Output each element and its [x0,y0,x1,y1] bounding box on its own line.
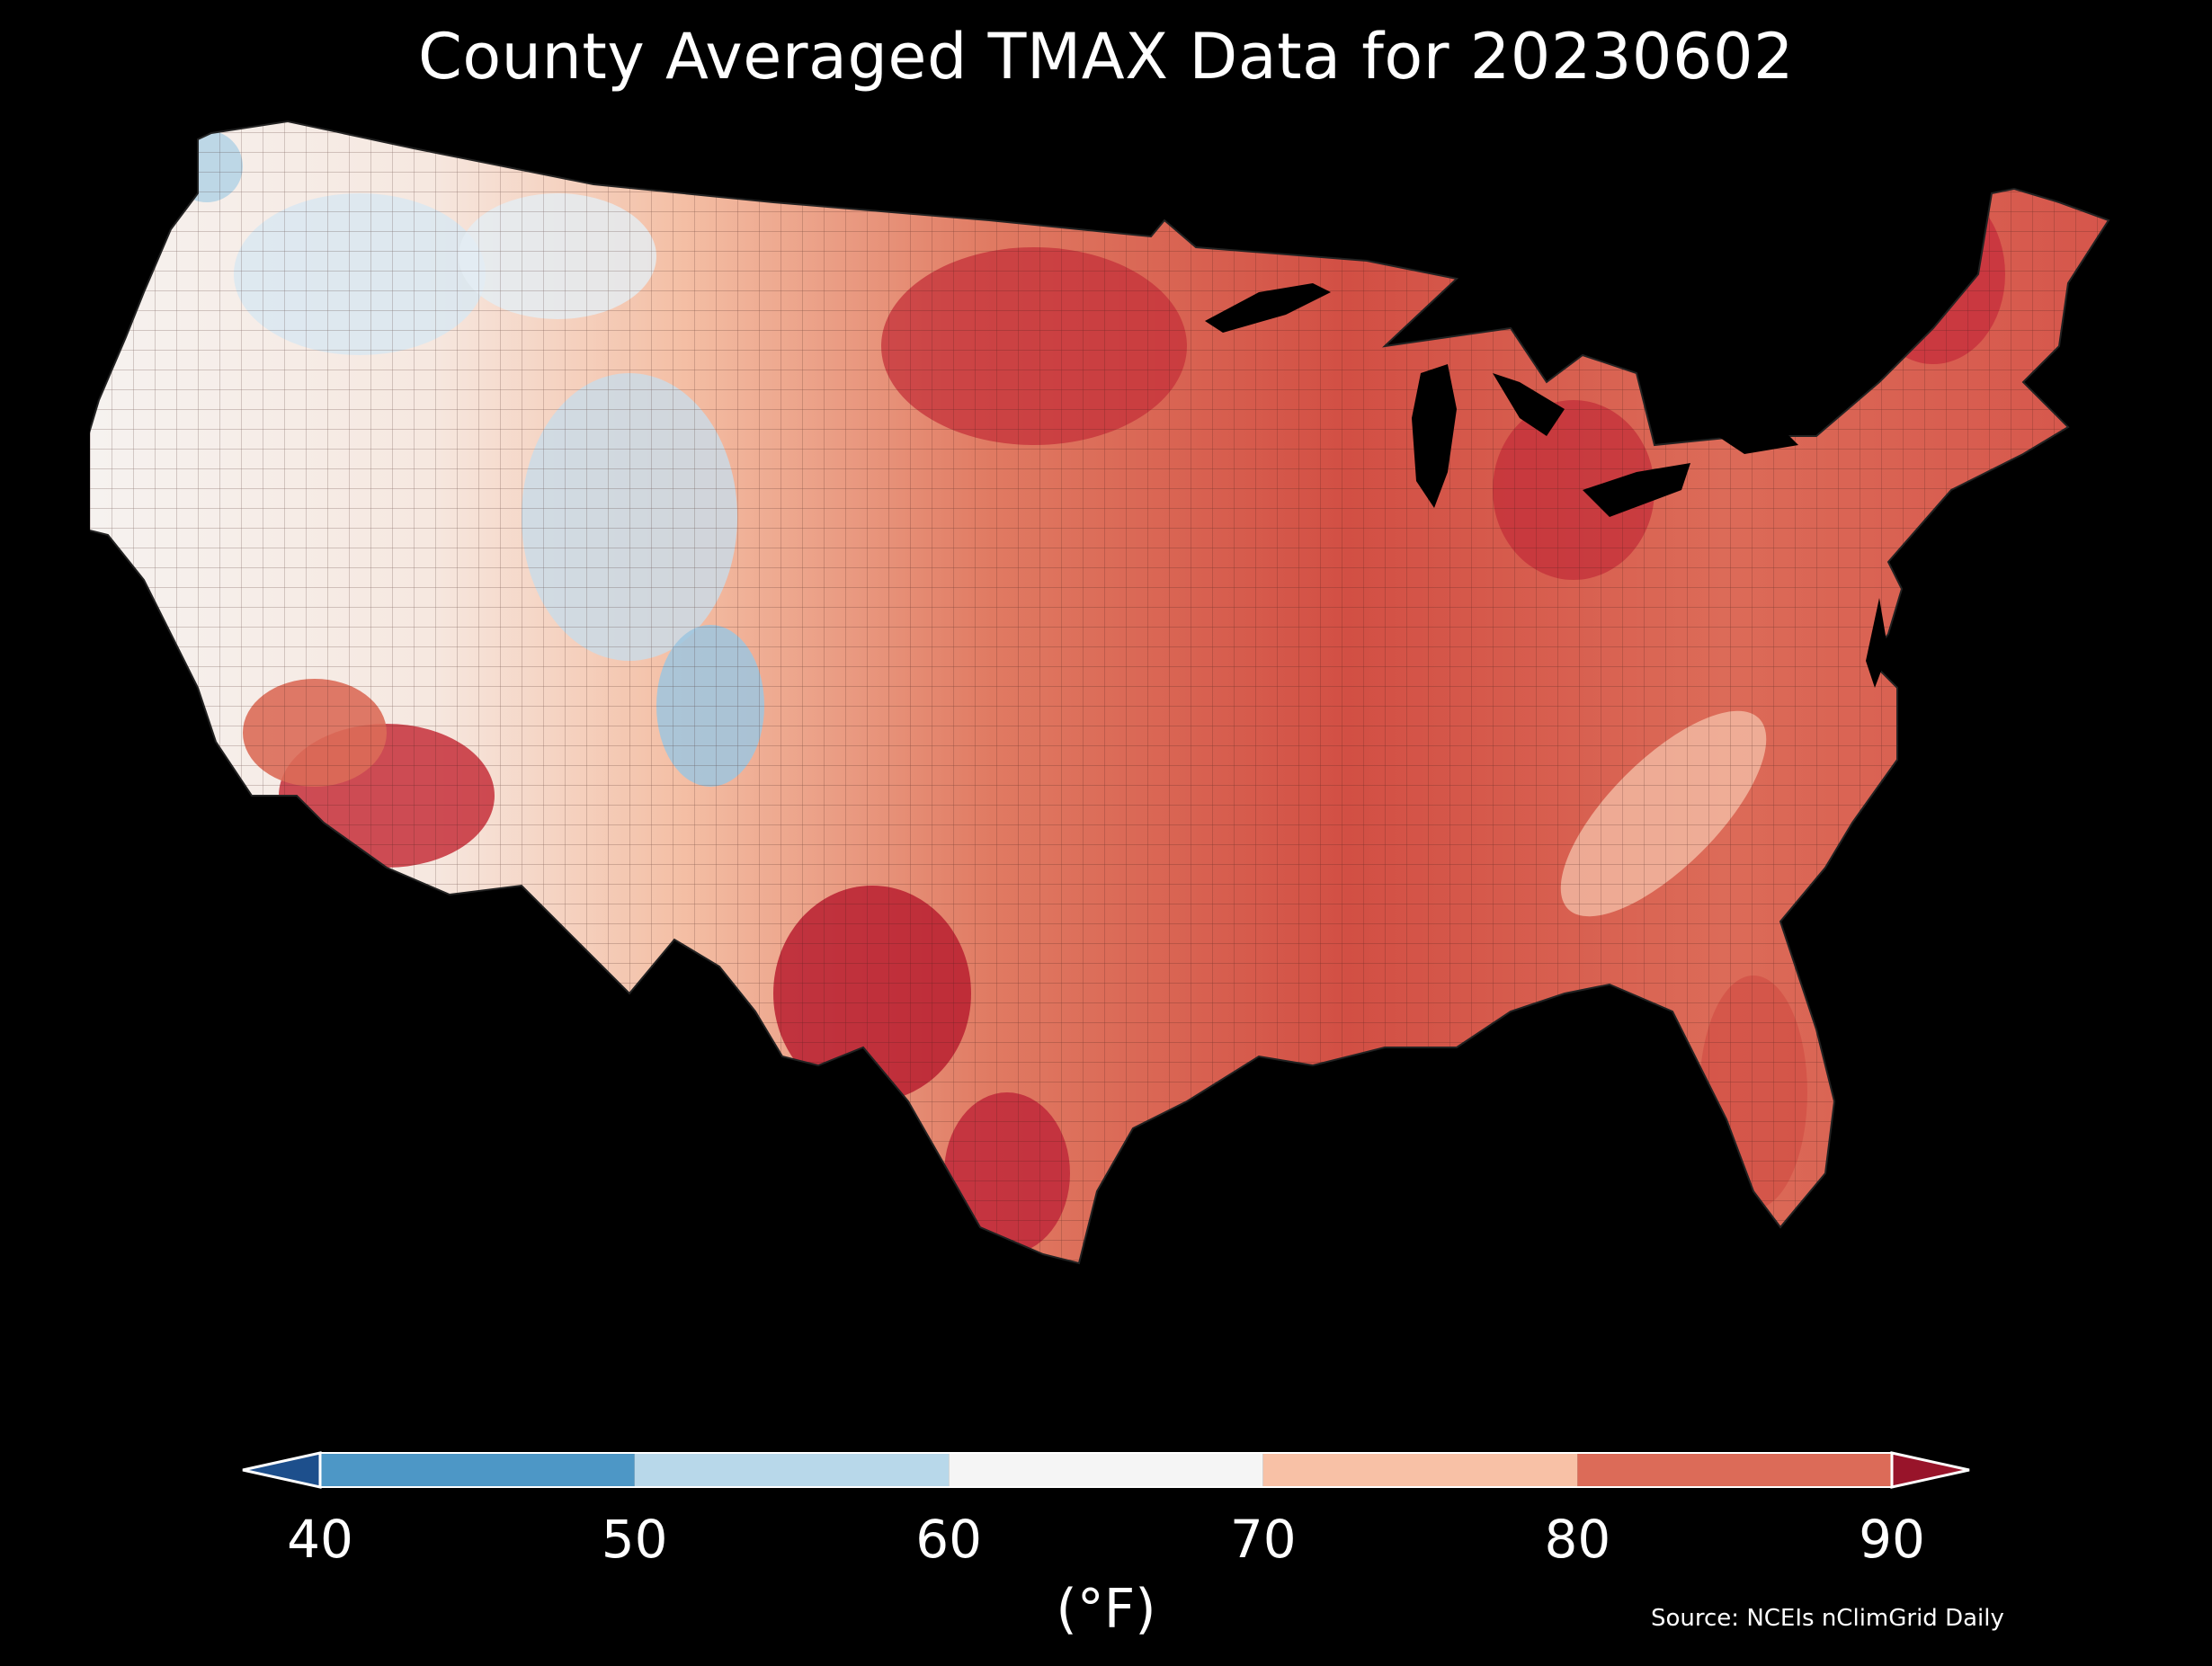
colorbar-frame [319,1452,1893,1488]
colorbar-bin [1262,1453,1578,1487]
colorbar-bin-low [243,1453,320,1487]
colorbar-tick-label: 40 [287,1509,353,1570]
colorbar [242,1451,1970,1489]
colorbar-tick-label: 80 [1544,1509,1611,1570]
chesapeake-bay [1866,598,1888,688]
great-lakes [1205,283,1798,517]
colorbar-bin-high [1892,1453,1969,1487]
colorbar-bin [1577,1453,1892,1487]
colorbar-tick-label: 90 [1859,1509,1925,1570]
colorbar-bin [320,1453,635,1487]
map-title: County Averaged TMAX Data for 20230602 [417,20,1795,94]
source-credit: Source: NCEIs nClimGrid Daily [1651,1605,2004,1632]
colorbar-bin [634,1453,950,1487]
colorbar-unit-label: (°F) [1056,1578,1156,1641]
us-county-map [90,120,2109,1264]
colorbar-bin [949,1453,1263,1487]
colorbar-tick-label: 50 [601,1509,668,1570]
colorbar-tick-label: 60 [915,1509,983,1570]
colorbar-tick-label: 70 [1229,1509,1297,1570]
county-fill-layer [90,121,2109,1263]
